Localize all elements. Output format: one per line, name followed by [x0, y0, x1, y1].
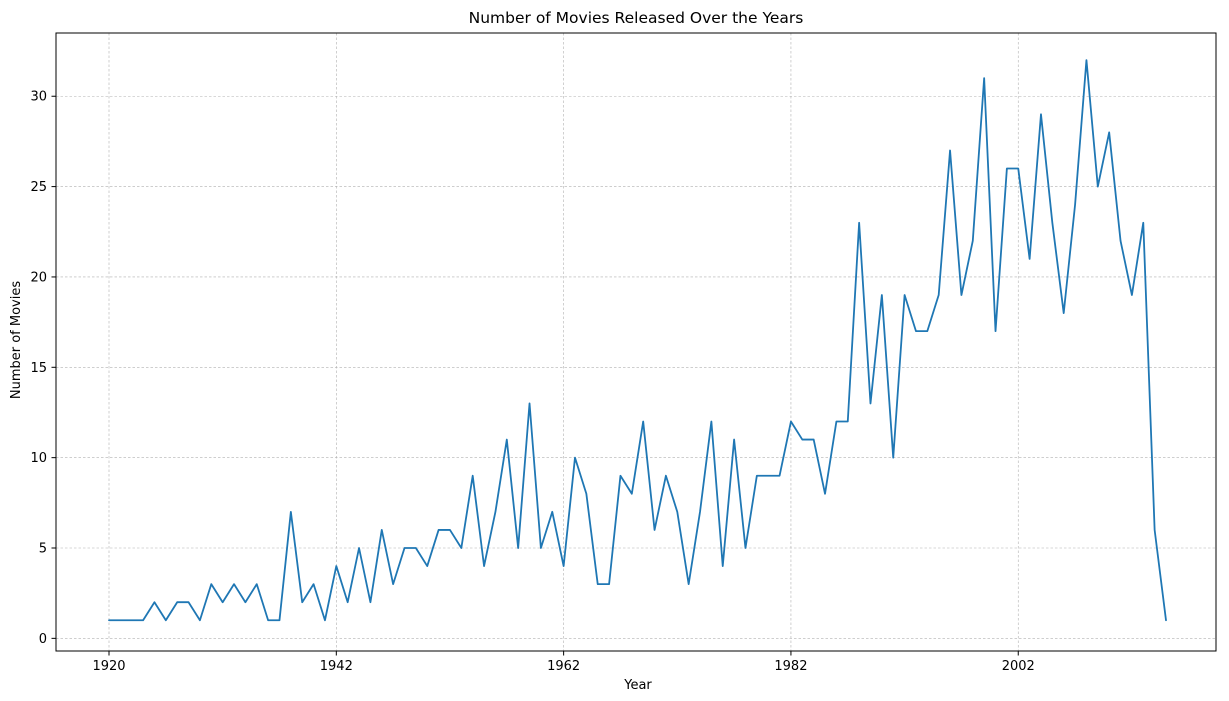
- y-tick-label: 0: [39, 632, 47, 647]
- y-tick-label: 15: [30, 361, 47, 376]
- x-tick-label: 1920: [92, 659, 125, 674]
- x-tick-label: 1942: [320, 659, 353, 674]
- y-tick-label: 20: [30, 270, 47, 285]
- y-tick-label: 5: [39, 542, 47, 557]
- x-tick-label: 2002: [1002, 659, 1035, 674]
- y-axis-label: Number of Movies: [9, 281, 24, 399]
- x-axis-label: Year: [623, 678, 652, 693]
- y-tick-label: 10: [30, 451, 47, 466]
- plot-area-frame: [55, 32, 1217, 652]
- y-tick-label: 30: [30, 90, 47, 105]
- x-tick-label: 1982: [774, 659, 807, 674]
- chart-title: Number of Movies Released Over the Years: [469, 9, 804, 27]
- series-layer: [108, 59, 1167, 622]
- y-axis-ticks: 0 5 10 15 20 25 30: [30, 90, 56, 647]
- series-line: [108, 59, 1167, 622]
- x-axis-ticks: 1920 1942 1962 1982 2002: [92, 651, 1035, 674]
- y-tick-label: 25: [30, 180, 47, 195]
- x-tick-label: 1962: [547, 659, 580, 674]
- grid: [56, 33, 1216, 651]
